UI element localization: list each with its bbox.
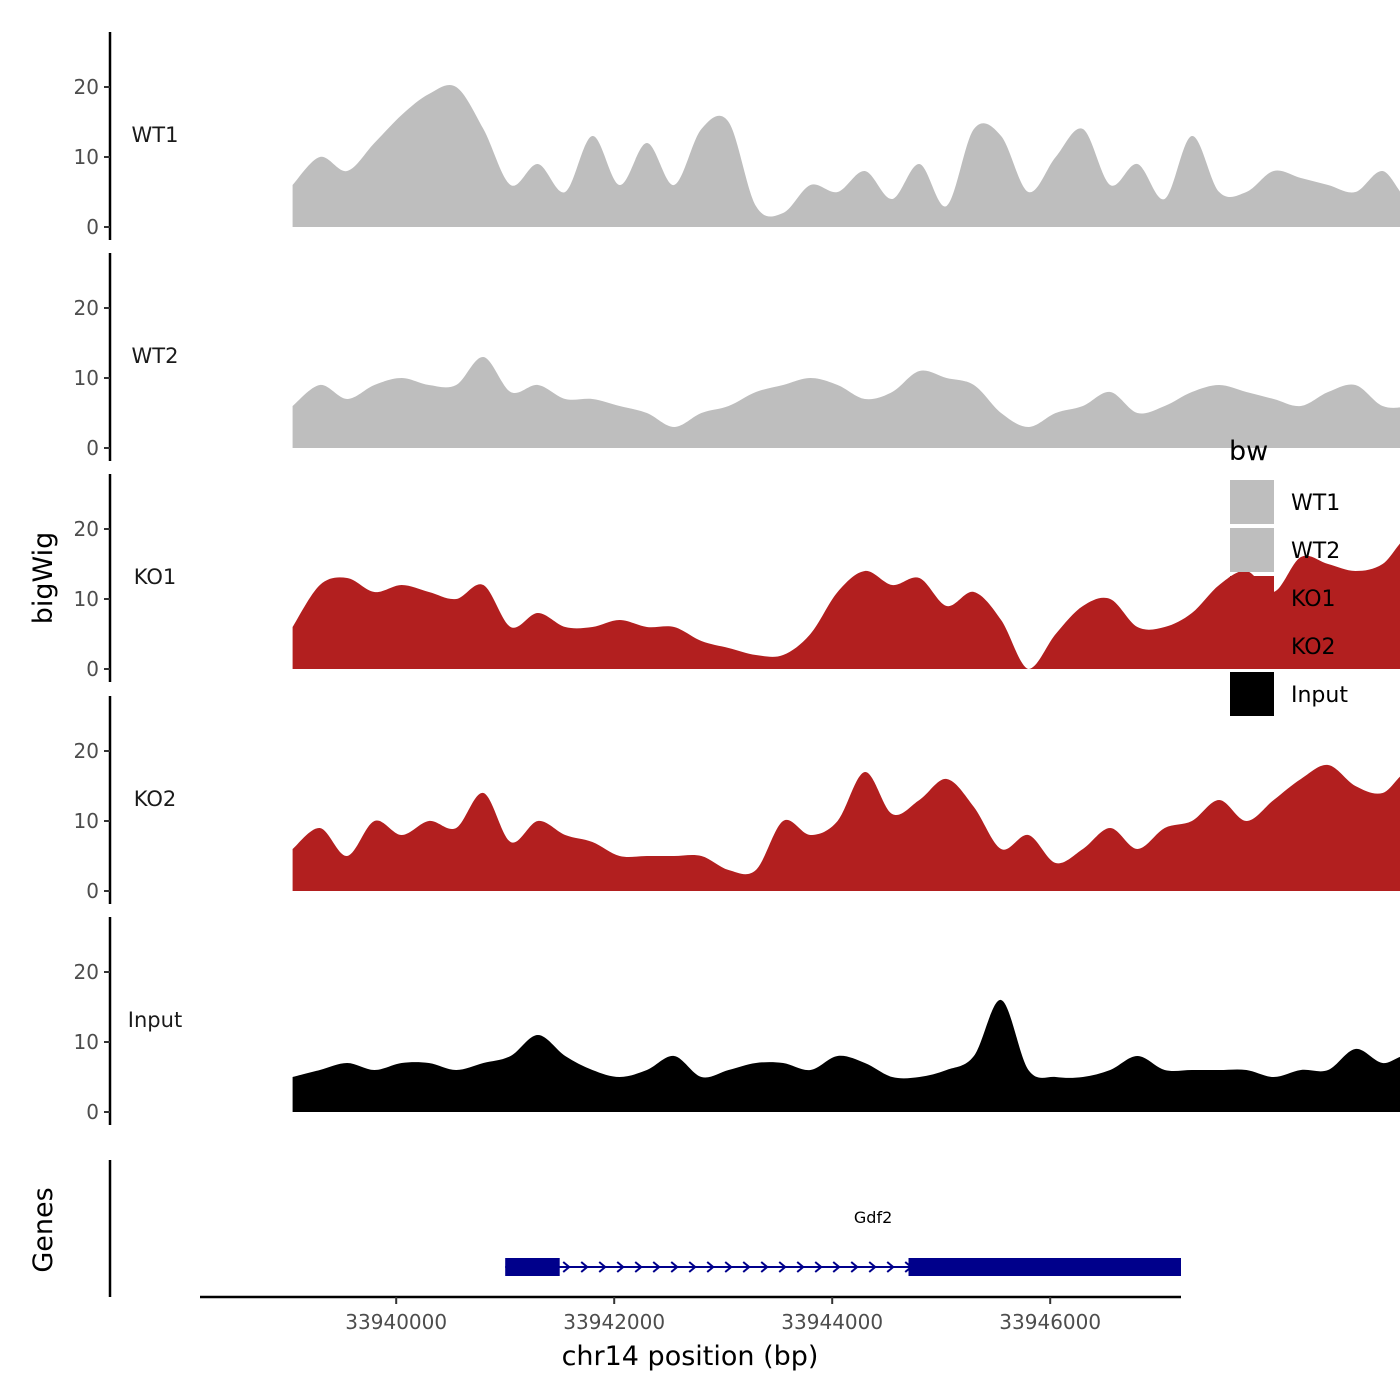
strand-chevron [814,1261,823,1273]
strand-chevron [724,1261,733,1273]
legend-label-ko2: KO2 [1291,635,1336,660]
strand-chevron [688,1261,697,1273]
track-label-ko1: KO1 [134,565,177,589]
y-axis-title: bigWig [28,532,59,625]
signal-area-ko1 [292,543,1400,669]
strand-chevron [886,1261,895,1273]
x-tick-label: 33942000 [563,1310,665,1334]
legend-title: bw [1229,436,1268,467]
y-tick-label: 20 [74,75,99,99]
y-tick-label: 10 [74,1030,99,1054]
gene-exon [505,1258,560,1276]
y-tick-label: 0 [86,879,99,903]
gene-exon [908,1258,1181,1276]
legend-label-ko1: KO1 [1291,587,1336,612]
x-tick-label: 33944000 [781,1310,883,1334]
strand-chevron [796,1261,805,1273]
legend-key-input [1230,672,1274,716]
strand-chevron [706,1261,715,1273]
legend: bw WT1 WT2 KO1 KO2 Input [1229,436,1348,716]
x-tick-label: 33940000 [345,1310,447,1334]
panel-ko1: 0 10 20 KO1 [74,474,1400,682]
y-tick-label: 0 [86,657,99,681]
panel-ko2: 0 10 20 KO2 [74,696,1400,904]
y-tick-label: 10 [74,809,99,833]
panel-wt2: 0 10 20 WT2 [74,253,1400,461]
strand-chevron [670,1261,679,1273]
signal-area-wt2 [292,356,1400,448]
strand-chevron [868,1261,877,1273]
y-tick-label: 20 [74,960,99,984]
track-label-wt1: WT1 [132,123,179,147]
track-label-wt2: WT2 [132,344,179,368]
x-tick-label: 33946000 [999,1310,1101,1334]
y-tick-label: 20 [74,296,99,320]
legend-label-wt2: WT2 [1291,539,1340,564]
signal-area-ko2 [292,764,1400,891]
strand-chevron [742,1261,751,1273]
legend-label-input: Input [1291,683,1348,708]
y-tick-label: 10 [74,366,99,390]
strand-chevron [778,1261,787,1273]
strand-chevron [760,1261,769,1273]
strand-chevron [616,1261,625,1273]
y-tick-label: 0 [86,436,99,460]
gene-panel: Gdf2 [108,1160,1181,1297]
legend-key-ko2 [1230,624,1274,668]
signal-area-input [292,999,1400,1112]
panel-wt1: 0 10 20 WT1 [74,32,1400,240]
strand-chevron [562,1261,571,1273]
legend-key-wt2 [1230,528,1274,572]
x-axis: 33940000 33942000 33944000 33946000 [200,1295,1181,1334]
y-tick-label: 20 [74,739,99,763]
legend-key-wt1 [1230,480,1274,524]
strand-chevron [832,1261,841,1273]
legend-label-wt1: WT1 [1291,491,1340,516]
y-tick-label: 20 [74,517,99,541]
y-tick-label: 0 [86,215,99,239]
track-label-ko2: KO2 [134,787,177,811]
strand-chevron [580,1261,589,1273]
strand-chevron [850,1261,859,1273]
legend-key-ko1 [1230,576,1274,620]
track-label-input: Input [128,1008,182,1032]
y-tick-label: 0 [86,1100,99,1124]
y-tick-label: 10 [74,587,99,611]
signal-panels: 0 10 20 WT1 0 10 20 WT2 0 10 20 KO1 0 10 20 KO2 0 10 20 Inp… [74,32,1400,1125]
panel-input: 0 10 20 Input [74,917,1400,1125]
y-tick-label: 10 [74,145,99,169]
strand-chevron [598,1261,607,1273]
signal-area-wt1 [292,84,1400,227]
gene-gdf2: Gdf2 [505,1208,1181,1276]
strand-chevron [652,1261,661,1273]
x-axis-title: chr14 position (bp) [562,1341,819,1372]
gene-name-label: Gdf2 [854,1208,892,1227]
genes-track-title: Genes [28,1187,59,1272]
strand-chevron [634,1261,643,1273]
